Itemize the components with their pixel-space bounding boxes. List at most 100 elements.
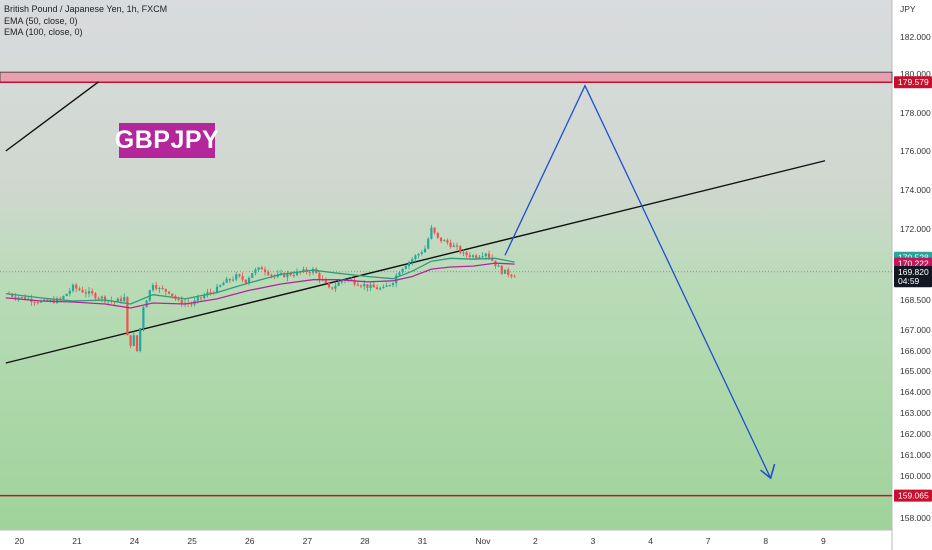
plot-background <box>0 0 892 530</box>
candle-body <box>235 274 238 280</box>
x-tick-label: 8 <box>763 536 768 546</box>
candle-body <box>167 291 171 294</box>
candle-body <box>324 279 327 284</box>
y-tick-label: 158.000 <box>900 513 931 523</box>
candle-body <box>177 298 180 300</box>
candle-body <box>411 259 414 262</box>
ema100-line[interactable] <box>5 262 515 309</box>
x-tick-label: 7 <box>706 536 711 546</box>
candle-body <box>292 275 295 277</box>
price-badge-2-bg <box>894 265 932 278</box>
candle-body <box>353 279 356 285</box>
candle-body <box>308 272 311 274</box>
candle-body <box>11 294 14 297</box>
candle-body <box>17 297 20 299</box>
candle-body <box>395 275 398 284</box>
candle-body <box>366 284 369 288</box>
candle-body <box>219 285 222 287</box>
candle-body <box>151 285 155 291</box>
symbol-title[interactable]: British Pound / Japanese Yen, 1h, FXCM <box>4 4 168 14</box>
candle-body <box>379 288 382 290</box>
x-tick-label: 4 <box>648 536 653 546</box>
candle-body <box>340 280 343 283</box>
candle-body <box>46 299 49 302</box>
candle-body <box>257 267 260 270</box>
candle-body <box>241 276 244 280</box>
y-tick-label: 176.000 <box>900 146 931 156</box>
candle-body <box>161 288 164 290</box>
candle-body <box>36 302 39 304</box>
projection-arrowhead[interactable] <box>760 463 776 480</box>
y-tick-label: 174.000 <box>900 185 931 195</box>
candle-body <box>295 271 299 276</box>
candle-body <box>100 296 103 299</box>
y-tick-label: 165.000 <box>900 366 931 376</box>
candle-body <box>123 297 126 302</box>
projection-path[interactable] <box>504 84 772 479</box>
candle-body <box>139 328 142 352</box>
candle-body <box>487 253 491 258</box>
candle-body <box>78 288 81 291</box>
candle-body <box>468 255 471 257</box>
candle-body <box>503 269 507 274</box>
candle-body <box>388 285 391 287</box>
price-badge-2: 169.820 <box>898 267 929 277</box>
candle-body <box>260 267 263 270</box>
currency-label: JPY <box>900 4 916 14</box>
candle-body <box>203 295 206 299</box>
candle-body <box>171 293 174 297</box>
candle-body <box>23 297 27 300</box>
candle-body <box>449 242 452 247</box>
candle-body <box>484 253 487 257</box>
candle-body <box>267 272 270 275</box>
candle-body <box>49 299 52 302</box>
candle-body <box>420 252 423 254</box>
ema100-legend[interactable]: EMA (100, close, 0) <box>4 27 83 37</box>
ema50-line[interactable] <box>5 257 515 305</box>
ema50-legend[interactable]: EMA (50, close, 0) <box>4 15 78 26</box>
candle-body <box>455 245 459 247</box>
candle-body <box>452 245 455 247</box>
candle-body <box>75 284 78 289</box>
support-badge-bg <box>894 489 932 502</box>
candle-body <box>382 286 385 289</box>
candle-body <box>327 283 331 288</box>
x-tick-label: 3 <box>591 536 596 546</box>
candle-body <box>84 292 87 294</box>
candle-body <box>423 248 427 253</box>
y-tick-label: 172.000 <box>900 224 931 234</box>
candle-body <box>71 284 75 291</box>
candle-body <box>142 307 145 329</box>
price-badge-1: 170.222 <box>898 259 929 269</box>
y-tick-label: 168.500 <box>900 295 931 305</box>
x-tick-label: 9 <box>821 536 826 546</box>
candle-body <box>87 291 91 294</box>
candle-body <box>510 274 513 277</box>
candle-body <box>129 335 132 346</box>
x-tick-label: 28 <box>360 536 370 546</box>
candle-body <box>135 335 139 352</box>
candle-body <box>103 296 107 302</box>
candle-body <box>116 298 119 303</box>
candle-body <box>385 285 388 287</box>
trendline-1[interactable] <box>5 81 100 152</box>
y-tick-label: 161.000 <box>900 450 931 460</box>
resistance-zone[interactable] <box>0 71 893 83</box>
x-tick-label: Nov <box>475 536 491 546</box>
candle-body <box>59 298 62 300</box>
candle-body <box>97 298 100 300</box>
candle-body <box>94 293 97 299</box>
x-tick-label: 24 <box>130 536 140 546</box>
ticker-annotation: GBPJPY <box>115 123 219 158</box>
candle-body <box>20 297 23 299</box>
candle-body <box>68 290 71 294</box>
candle-body <box>126 297 129 336</box>
candle-body <box>417 253 420 256</box>
candle-body <box>471 255 475 257</box>
y-tick-label: 180.000 <box>900 69 931 79</box>
candle-body <box>513 276 516 278</box>
candle-body <box>446 240 449 243</box>
x-tick-label: 2 <box>533 536 538 546</box>
